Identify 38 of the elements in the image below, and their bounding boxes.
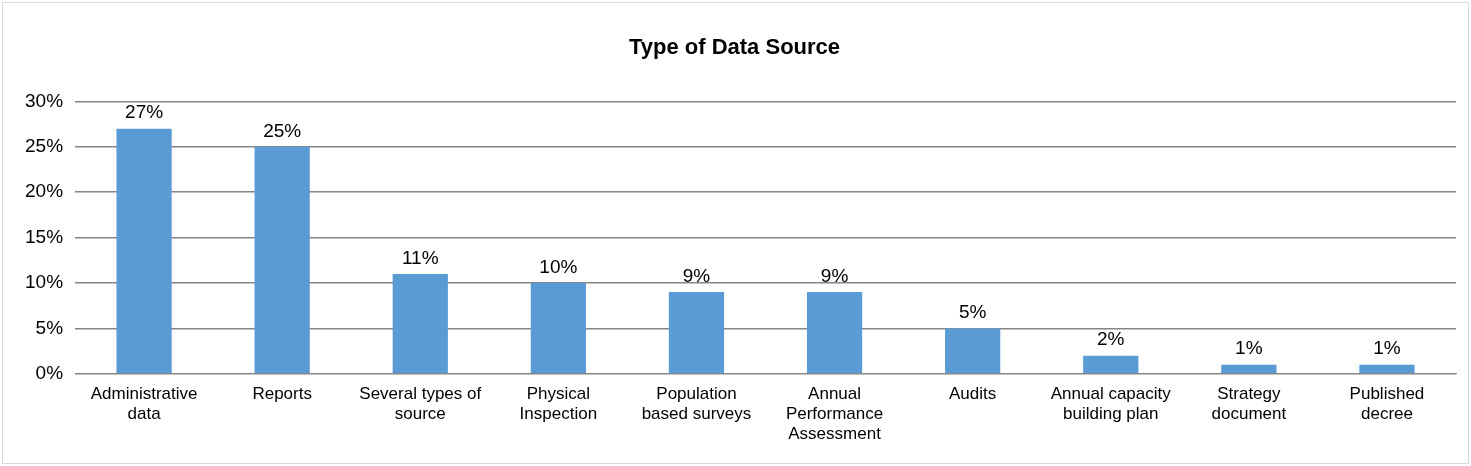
x-tick-label: Annual capacity building plan <box>1050 383 1172 424</box>
data-label: 2% <box>1097 328 1125 350</box>
bar <box>1083 355 1139 374</box>
data-label: 1% <box>1373 337 1401 359</box>
data-label: 11% <box>401 246 439 268</box>
x-tick-label: Physical Inspection <box>519 383 598 424</box>
y-tick-label: 5% <box>35 316 64 338</box>
bar <box>530 283 586 374</box>
x-tick-label: Several types of source <box>359 383 482 424</box>
y-tick-label: 10% <box>25 271 64 293</box>
y-tick-label: 20% <box>25 180 64 202</box>
x-tick-label: Population based surveys <box>641 383 752 424</box>
bar <box>945 328 1001 374</box>
bar <box>254 146 310 374</box>
data-label: 1% <box>1235 337 1263 359</box>
x-tick-label: Reports <box>252 383 312 403</box>
x-tick-label: Audits <box>949 383 997 403</box>
data-label: 25% <box>263 119 302 141</box>
x-tick-label: Administrative data <box>90 383 198 424</box>
x-tick-label: Strategy document <box>1211 383 1287 424</box>
bar <box>1359 364 1415 374</box>
bar <box>806 292 863 374</box>
data-label: 9% <box>682 264 711 286</box>
y-tick-label: 0% <box>35 362 64 384</box>
y-tick-label: 15% <box>25 225 64 247</box>
data-label: 27% <box>125 101 164 123</box>
bar <box>668 292 725 374</box>
y-tick-label: 30% <box>25 89 64 111</box>
bar <box>116 128 172 374</box>
x-tick-label: Published decree <box>1349 383 1425 424</box>
data-label: 5% <box>958 301 987 323</box>
bar <box>392 273 448 374</box>
bar <box>1221 364 1277 374</box>
chart-title: Type of Data Source <box>628 34 841 60</box>
data-label: 10% <box>539 255 578 277</box>
y-tick-label: 25% <box>25 135 64 157</box>
x-tick-label: Annual Performance Assessment <box>785 383 884 444</box>
data-label: 9% <box>820 264 849 286</box>
